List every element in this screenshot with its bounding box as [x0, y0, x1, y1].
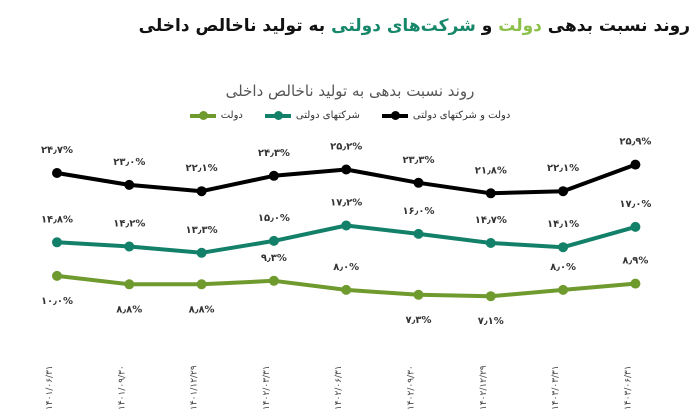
data-label: ۱۶٫۰%: [402, 206, 434, 217]
data-label: ۱۰٫۰%: [41, 296, 73, 307]
data-label: ۱۳٫۳%: [186, 225, 218, 236]
data-point: [124, 179, 135, 190]
x-tick-label: ۱۴۰۱/۰۶/۳۱: [45, 365, 55, 410]
data-point: [485, 238, 496, 248]
data-point: [196, 279, 207, 290]
data-label: ۲۵٫۲%: [330, 142, 362, 153]
legend-item-government: دولت: [189, 110, 243, 121]
legend: دولت و شرکتهای دولتی شرکتهای دولتی دولت: [0, 110, 700, 121]
data-point: [52, 168, 62, 178]
data-label: ۱۴٫۷%: [475, 215, 507, 226]
data-label: ۲۲٫۱%: [186, 163, 218, 174]
data-point: [485, 291, 496, 302]
legend-item-total: دولت و شرکتهای دولتی: [381, 110, 511, 121]
data-label: ۷٫۱%: [478, 316, 504, 327]
data-point: [485, 188, 496, 199]
data-label: ۸٫۰%: [550, 262, 576, 273]
data-label: ۸٫۸%: [116, 304, 142, 315]
x-tick-label: ۱۴۰۲/۰۶/۳۱: [334, 365, 344, 410]
data-point: [52, 270, 62, 281]
data-point: [341, 220, 352, 231]
data-point: [52, 237, 62, 248]
title-text: به تولید ناخالص داخلی: [138, 16, 332, 36]
data-label: ۱۴٫۸%: [41, 214, 73, 225]
data-point: [630, 159, 641, 170]
data-point: [558, 186, 569, 197]
data-label: ۲۳٫۳%: [402, 155, 434, 166]
legend-swatch: [189, 110, 216, 120]
page-title: روند نسبت بدهی دولت و شرکت‌های دولتی به …: [139, 16, 690, 36]
x-tick-label: ۱۴۰۳/۰۳/۳۱: [551, 365, 561, 410]
data-point: [413, 228, 424, 239]
data-point: [268, 235, 279, 246]
title-text: روند نسبت بدهی: [541, 16, 690, 36]
x-tick-label: ۱۴۰۱/۰۹/۳۰: [117, 365, 127, 410]
data-label: ۲۳٫۰%: [113, 157, 145, 168]
x-tick-label: ۱۴۰۲/۰۹/۳۰: [407, 365, 417, 410]
data-point: [630, 278, 641, 289]
data-label: ۸٫۰%: [333, 262, 359, 273]
data-point: [196, 186, 207, 197]
x-tick-label: ۱۴۰۱/۱۲/۲۹: [190, 365, 200, 410]
legend-label: دولت و شرکتهای دولتی: [412, 110, 511, 121]
data-point: [124, 279, 135, 290]
data-label: ۸٫۹%: [622, 256, 648, 267]
data-point: [341, 284, 352, 295]
data-label: ۹٫۳%: [261, 253, 287, 264]
x-tick-label: ۱۴۰۲/۱۲/۲۹: [479, 365, 489, 410]
data-point: [413, 177, 424, 188]
data-point: [630, 221, 641, 232]
data-label: ۲۱٫۸%: [475, 165, 507, 176]
data-label: ۱۴٫۲%: [113, 219, 145, 230]
data-label: ۱۵٫۰%: [258, 213, 290, 224]
data-label: ۱۷٫۲%: [330, 198, 362, 209]
data-point: [268, 170, 279, 181]
legend-swatch: [264, 110, 291, 120]
legend-label: شرکتهای دولتی: [295, 110, 360, 121]
data-label: ۱۴٫۱%: [547, 219, 579, 230]
data-point: [196, 247, 207, 258]
data-point: [413, 289, 424, 300]
data-point: [341, 164, 352, 175]
data-label: ۲۴٫۷%: [41, 145, 73, 156]
chart-title: روند نسبت بدهی به تولید ناخالص داخلی: [225, 82, 475, 100]
title-government: دولت: [498, 16, 542, 36]
title-state-companies: شرکت‌های دولتی: [331, 16, 476, 36]
data-point: [558, 284, 569, 295]
data-label: ۷٫۳%: [406, 315, 432, 326]
data-label: ۲۴٫۳%: [258, 148, 290, 159]
data-point: [558, 242, 569, 253]
data-point: [268, 275, 279, 286]
data-label: ۲۵٫۹%: [619, 137, 651, 148]
x-tick-label: ۱۴۰۲/۰۳/۳۱: [262, 365, 272, 410]
legend-swatch: [381, 110, 408, 120]
data-point: [124, 241, 135, 252]
legend-label: دولت: [220, 110, 243, 121]
data-label: ۲۲٫۱%: [547, 163, 579, 174]
data-label: ۸٫۸%: [189, 304, 215, 315]
legend-item-companies: شرکتهای دولتی: [264, 110, 360, 121]
data-label: ۱۷٫۰%: [619, 199, 651, 210]
x-tick-label: ۱۴۰۳/۰۶/۳۱: [623, 365, 633, 410]
title-text: و: [475, 16, 499, 36]
